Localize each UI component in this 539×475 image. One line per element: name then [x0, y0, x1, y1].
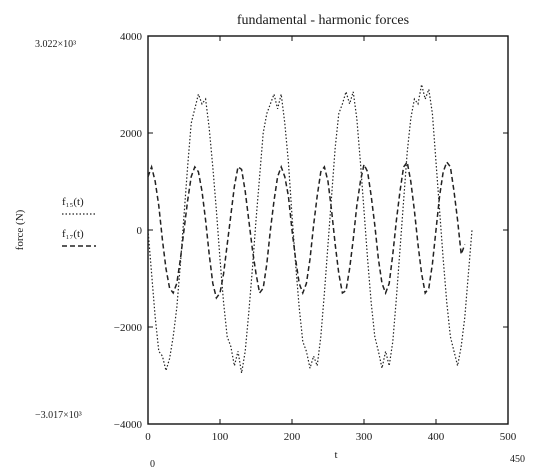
x-tick-label: 500 [500, 431, 517, 443]
legend-label-f15: f₁₅(t) [62, 196, 84, 208]
x-tick-label: 200 [284, 431, 301, 443]
series-layer [147, 84, 473, 374]
x-max-corner-label: 450 [510, 454, 525, 465]
x-min-corner-label: 0 [150, 459, 155, 470]
y-max-corner-label: 3.022×10³ [35, 39, 76, 50]
y-tick-label: 2000 [120, 128, 143, 140]
y-tick-label: 0 [137, 225, 143, 237]
series-line-f17 [147, 160, 466, 300]
legend-label-f17: f₁₇(t) [62, 228, 84, 240]
x-tick-label: 400 [428, 431, 445, 443]
y-tick-label: −2000 [114, 322, 143, 334]
legend: f₁₅(t) f₁₇(t) [62, 196, 96, 247]
x-axis-ticks: 0 100 200 300 400 500 [145, 36, 517, 443]
chart-title: fundamental - harmonic forces [237, 13, 409, 28]
x-tick-label: 100 [212, 431, 229, 443]
y-tick-label: 4000 [120, 31, 143, 43]
x-tick-label: 300 [356, 431, 373, 443]
series-line-f15 [147, 84, 473, 374]
y-min-corner-label: −3.017×10³ [35, 410, 82, 421]
x-tick-label: 0 [145, 431, 151, 443]
y-axis-ticks: −4000 −2000 0 2000 4000 [114, 31, 508, 431]
y-tick-label: −4000 [114, 419, 143, 431]
x-axis-label: t [334, 449, 337, 461]
y-axis-label: force (N) [14, 209, 26, 250]
